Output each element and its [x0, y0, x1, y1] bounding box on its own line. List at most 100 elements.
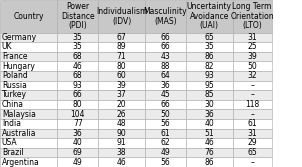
Bar — [233, 109, 272, 119]
Text: 89: 89 — [117, 42, 126, 51]
Bar — [0, 61, 57, 71]
Text: –: – — [250, 81, 254, 90]
Text: 82: 82 — [204, 62, 214, 71]
Text: Power
Distance
(PDI): Power Distance (PDI) — [61, 2, 95, 31]
Bar — [98, 81, 145, 90]
Bar — [186, 52, 233, 61]
Bar — [57, 61, 98, 71]
Text: Masculinity
(MAS): Masculinity (MAS) — [143, 7, 187, 26]
Text: 91: 91 — [117, 138, 126, 147]
Text: Country: Country — [14, 12, 44, 21]
Text: 93: 93 — [73, 81, 83, 90]
Bar — [98, 138, 145, 148]
Text: 38: 38 — [117, 148, 126, 157]
Bar — [57, 90, 98, 100]
Text: 36: 36 — [160, 81, 170, 90]
Bar — [145, 42, 186, 52]
Text: 36: 36 — [73, 129, 83, 138]
Bar — [98, 90, 145, 100]
Bar — [145, 0, 186, 33]
Text: Brazil: Brazil — [2, 148, 24, 157]
Text: 50: 50 — [247, 62, 257, 71]
Text: 61: 61 — [161, 129, 170, 138]
Bar — [233, 129, 272, 138]
Text: 35: 35 — [73, 42, 83, 51]
Bar — [57, 109, 98, 119]
Text: UK: UK — [2, 42, 12, 51]
Bar — [98, 71, 145, 80]
Text: 88: 88 — [161, 62, 170, 71]
Bar — [98, 109, 145, 119]
Text: USA: USA — [2, 138, 18, 147]
Text: 76: 76 — [204, 148, 214, 157]
Text: 26: 26 — [117, 110, 126, 119]
Bar — [233, 90, 272, 100]
Bar — [57, 157, 98, 167]
Text: 65: 65 — [204, 33, 214, 42]
Text: Uncertainty
Avoidance
(UAI): Uncertainty Avoidance (UAI) — [187, 2, 232, 31]
Text: 62: 62 — [161, 138, 170, 147]
Text: 77: 77 — [73, 119, 83, 128]
Bar — [145, 100, 186, 109]
Text: –: – — [250, 110, 254, 119]
Bar — [98, 33, 145, 42]
Text: Argentina: Argentina — [2, 158, 40, 167]
Bar — [186, 33, 233, 42]
Bar — [98, 42, 145, 52]
Bar — [186, 148, 233, 157]
Text: –: – — [250, 158, 254, 167]
Text: Malaysia: Malaysia — [2, 110, 36, 119]
Text: 50: 50 — [160, 110, 170, 119]
Bar — [98, 0, 145, 33]
Bar — [186, 0, 233, 33]
Bar — [233, 119, 272, 129]
Text: France: France — [2, 52, 27, 61]
Text: 66: 66 — [160, 42, 170, 51]
Bar — [145, 148, 186, 157]
Text: India: India — [2, 119, 21, 128]
Bar — [145, 157, 186, 167]
Text: 68: 68 — [73, 71, 82, 80]
Bar — [186, 100, 233, 109]
Bar — [0, 138, 57, 148]
Text: 49: 49 — [73, 158, 83, 167]
Bar — [98, 129, 145, 138]
Text: 45: 45 — [160, 91, 170, 100]
Text: 80: 80 — [117, 62, 126, 71]
Text: 85: 85 — [204, 91, 214, 100]
Text: Turkey: Turkey — [2, 91, 27, 100]
Text: 66: 66 — [73, 91, 83, 100]
Text: China: China — [2, 100, 24, 109]
Bar — [145, 81, 186, 90]
Text: 31: 31 — [247, 33, 257, 42]
Text: 39: 39 — [117, 81, 127, 90]
Bar — [98, 100, 145, 109]
Text: Germany: Germany — [2, 33, 37, 42]
Bar — [233, 42, 272, 52]
Bar — [0, 42, 57, 52]
Bar — [57, 0, 98, 33]
Text: 37: 37 — [117, 91, 127, 100]
Bar — [98, 148, 145, 157]
Bar — [0, 0, 57, 33]
Bar — [98, 119, 145, 129]
Text: 65: 65 — [247, 148, 257, 157]
Bar — [233, 61, 272, 71]
Text: 67: 67 — [117, 33, 127, 42]
Bar — [57, 119, 98, 129]
Bar — [57, 81, 98, 90]
Text: Long Term
Orientation
(LTO): Long Term Orientation (LTO) — [230, 2, 274, 31]
Bar — [0, 148, 57, 157]
Bar — [57, 42, 98, 52]
Text: 39: 39 — [247, 52, 257, 61]
Bar — [233, 157, 272, 167]
Text: Hungary: Hungary — [2, 62, 35, 71]
Text: 104: 104 — [70, 110, 85, 119]
Text: 46: 46 — [204, 138, 214, 147]
Bar — [57, 33, 98, 42]
Bar — [186, 71, 233, 80]
Bar — [0, 33, 57, 42]
Bar — [145, 129, 186, 138]
Bar — [145, 119, 186, 129]
Bar — [145, 109, 186, 119]
